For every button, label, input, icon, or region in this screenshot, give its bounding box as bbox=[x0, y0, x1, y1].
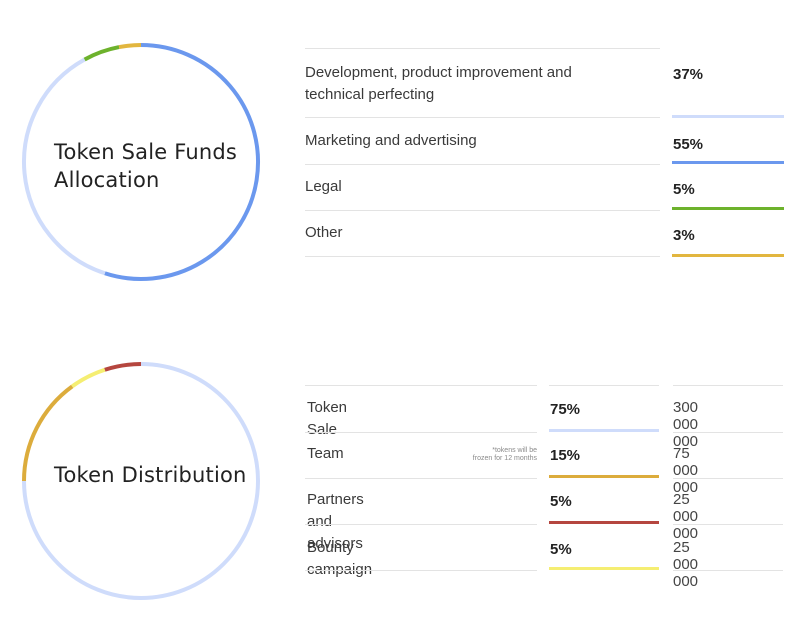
funds-allocation-title: Token Sale Funds Allocation bbox=[54, 140, 238, 192]
category-label: Token Sale bbox=[307, 399, 348, 438]
legend-bar-legal bbox=[672, 207, 784, 210]
legend-bar-bounty bbox=[549, 567, 659, 570]
table-divider bbox=[305, 117, 660, 118]
table-divider bbox=[673, 524, 783, 525]
category-label: Partners and advisors bbox=[307, 491, 364, 552]
team-frozen-note: *tokens will be frozen for 12 months bbox=[472, 447, 537, 462]
value-label: 15% bbox=[550, 447, 581, 464]
table-divider bbox=[305, 432, 537, 433]
category-label: Team bbox=[307, 445, 344, 462]
table-divider bbox=[673, 432, 783, 433]
category-label: Legal bbox=[305, 178, 342, 195]
ring-segment-other bbox=[118, 43, 142, 50]
funds-allocation-ring bbox=[22, 43, 260, 281]
ring-segment-team bbox=[22, 384, 74, 482]
table-divider bbox=[549, 385, 659, 386]
value-label: 55% bbox=[673, 136, 704, 153]
table-divider bbox=[305, 256, 660, 257]
token-amount: 75 000 000 bbox=[673, 445, 699, 496]
legend-bar-development bbox=[672, 115, 784, 118]
table-divider bbox=[673, 385, 783, 386]
legend-bar-partners bbox=[549, 521, 659, 524]
token-distribution-ring bbox=[22, 362, 260, 600]
ring-segment-development-product-improvement-and-technical-perfecting bbox=[22, 57, 106, 276]
value-label: 5% bbox=[550, 541, 572, 558]
category-label: Bounty campaign bbox=[307, 539, 373, 578]
ring-segment-legal bbox=[83, 45, 120, 62]
table-divider bbox=[305, 524, 537, 525]
token-amount: 300 000 000 bbox=[673, 399, 699, 450]
category-label: Marketing and advertising bbox=[305, 132, 477, 149]
legend-bar-team bbox=[549, 475, 659, 478]
table-divider bbox=[305, 478, 537, 479]
table-divider bbox=[305, 164, 660, 165]
table-divider bbox=[673, 570, 783, 571]
table-divider bbox=[305, 48, 660, 49]
value-label: 75% bbox=[550, 401, 581, 418]
category-label: Development, product improvement and tec… bbox=[305, 64, 572, 103]
value-label: 3% bbox=[673, 227, 695, 244]
value-label: 5% bbox=[673, 181, 695, 198]
value-label: 5% bbox=[550, 493, 572, 510]
ring-segment-token-sale bbox=[22, 362, 260, 600]
legend-bar-other bbox=[672, 254, 784, 257]
ring-segment-partners-and-advisors bbox=[104, 362, 142, 372]
legend-bar-marketing bbox=[672, 161, 784, 164]
token-distribution-title: Token Distribution bbox=[54, 463, 247, 487]
table-divider bbox=[305, 570, 537, 571]
token-amount: 25 000 000 bbox=[673, 491, 699, 542]
ring-segment-marketing-and-advertising bbox=[104, 43, 260, 281]
table-divider bbox=[305, 210, 660, 211]
table-divider bbox=[305, 385, 537, 386]
ring-segment-bounty-campaign bbox=[71, 367, 106, 388]
token-amount: 25 000 000 bbox=[673, 539, 699, 590]
category-label: Other bbox=[305, 224, 343, 241]
table-divider bbox=[673, 478, 783, 479]
value-label: 37% bbox=[673, 66, 704, 83]
legend-bar-token-sale bbox=[549, 429, 659, 432]
